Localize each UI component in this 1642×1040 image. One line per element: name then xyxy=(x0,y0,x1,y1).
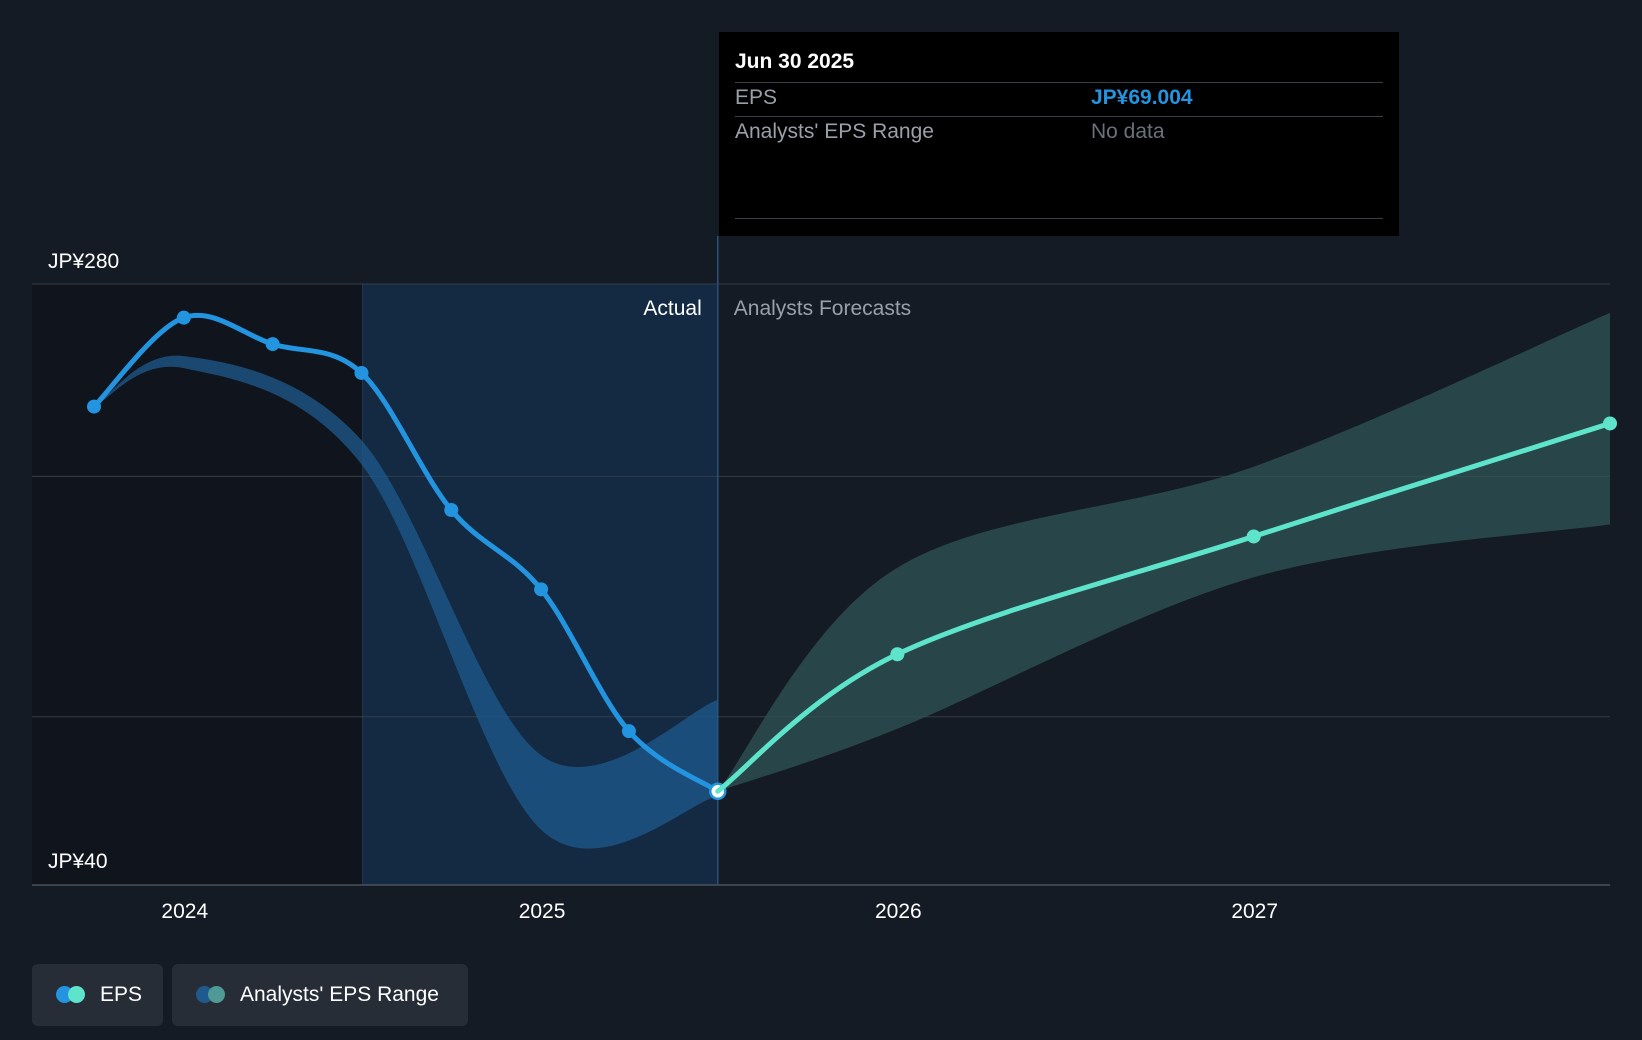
past-eps-range-band xyxy=(94,355,718,849)
y-axis-bottom-label: JP¥40 xyxy=(48,850,108,873)
forecast-eps-range-band xyxy=(717,312,1610,792)
forecast-label: Analysts Forecasts xyxy=(734,297,911,320)
x-tick-label: 2027 xyxy=(1231,900,1278,923)
tooltip-date: Jun 30 2025 xyxy=(735,50,855,73)
x-tick-label: 2024 xyxy=(161,900,208,923)
tooltip-range-label: Analysts' EPS Range xyxy=(735,120,934,143)
actual-label: Actual xyxy=(643,297,701,320)
data-point xyxy=(87,399,101,414)
data-point xyxy=(534,582,549,597)
data-point xyxy=(621,724,636,739)
x-tick-label: 2025 xyxy=(519,900,566,923)
tooltip-range-value: No data xyxy=(1091,120,1165,143)
eps-forecast-line xyxy=(715,420,1613,794)
legend-dot xyxy=(68,986,85,1003)
legend-eps-label: EPS xyxy=(100,983,143,1006)
data-point xyxy=(265,337,280,352)
legend-range-label: Analysts' EPS Range xyxy=(240,983,439,1006)
data-point xyxy=(444,502,459,517)
data-point xyxy=(354,365,369,380)
tooltip-divider xyxy=(735,116,1383,117)
legend-item-eps[interactable]: EPS xyxy=(32,964,163,1026)
legend-dot xyxy=(208,986,225,1003)
x-tick-label: 2026 xyxy=(875,900,922,923)
tooltip-eps-value: JP¥69.004 xyxy=(1091,86,1193,109)
legend-range-icon xyxy=(196,986,228,1004)
legend-eps-icon xyxy=(56,986,88,1004)
tooltip-divider xyxy=(735,218,1383,219)
data-point xyxy=(176,310,191,325)
data-point xyxy=(890,647,905,662)
data-point xyxy=(1246,529,1261,544)
y-axis-top-label: JP¥280 xyxy=(48,250,119,273)
tooltip: Jun 30 2025 EPS JP¥69.004 Analysts' EPS … xyxy=(719,32,1399,236)
legend-item-eps-range[interactable]: Analysts' EPS Range xyxy=(172,964,468,1026)
tooltip-eps-label: EPS xyxy=(735,86,778,109)
eps-actual-line xyxy=(91,312,721,794)
data-point xyxy=(1603,416,1617,431)
tooltip-divider xyxy=(735,82,1383,83)
